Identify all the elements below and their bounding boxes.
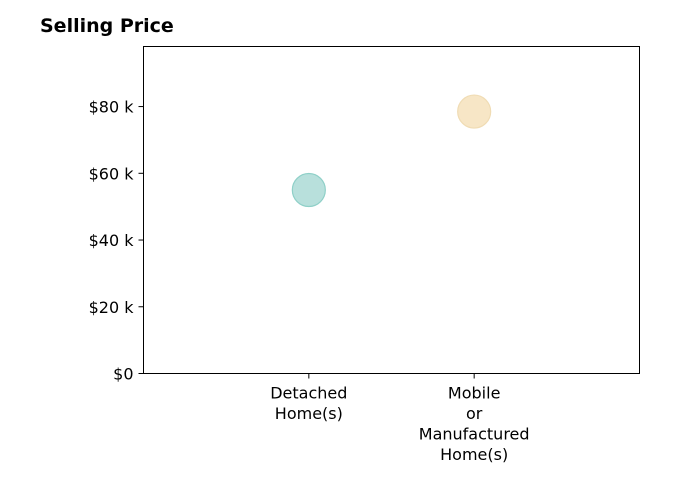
x-tick-label: Detached Home(s)	[270, 384, 347, 424]
x-axis: Detached Home(s) Mobile or Manufactured Home(…	[270, 373, 530, 465]
y-tick-label: $0	[113, 365, 133, 384]
y-tick-label: $40 k	[89, 231, 135, 250]
chart-title: Selling Price	[40, 15, 174, 37]
data-point	[291, 172, 326, 208]
x-tick-label: Mobile or Manufactured Home(s)	[419, 384, 530, 465]
y-tick-label: $80 k	[89, 98, 135, 117]
plot-frame	[143, 46, 640, 374]
data-points	[291, 94, 492, 208]
y-tick-label: $20 k	[89, 298, 135, 317]
y-axis: $0 $20 k $40 k $60 k $80 k	[89, 98, 144, 384]
data-point	[457, 94, 492, 129]
y-tick-label: $60 k	[89, 164, 135, 183]
